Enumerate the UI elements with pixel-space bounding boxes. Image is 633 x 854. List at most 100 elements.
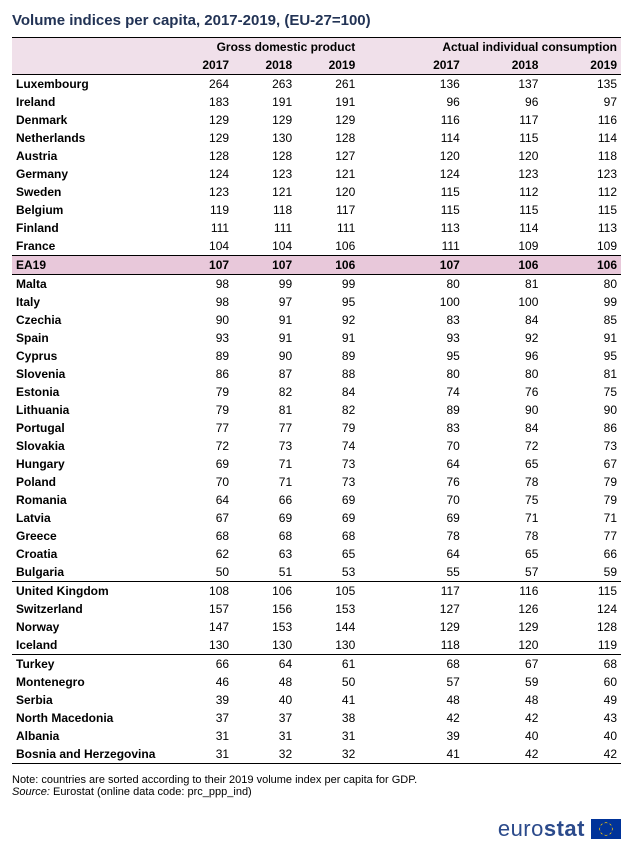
table-note: Note: countries are sorted according to … [12, 774, 621, 786]
aic-cell: 111 [385, 237, 464, 256]
year-gdp-2018: 2018 [233, 56, 296, 75]
year-aic-2018: 2018 [464, 56, 543, 75]
country-cell: Belgium [12, 201, 170, 219]
gdp-cell: 32 [296, 745, 359, 764]
aic-cell: 42 [542, 745, 621, 764]
aic-cell: 74 [385, 383, 464, 401]
country-cell: Romania [12, 491, 170, 509]
aic-cell: 40 [542, 727, 621, 745]
aic-cell: 120 [385, 147, 464, 165]
gdp-cell: 123 [233, 165, 296, 183]
gdp-cell: 263 [233, 75, 296, 94]
header-spacer [359, 38, 385, 57]
spacer-cell [359, 219, 385, 237]
gdp-cell: 82 [296, 401, 359, 419]
aic-cell: 90 [542, 401, 621, 419]
aic-cell: 109 [464, 237, 543, 256]
table-row: North Macedonia373738424243 [12, 709, 621, 727]
spacer-cell [359, 691, 385, 709]
aic-cell: 48 [385, 691, 464, 709]
gdp-cell: 107 [233, 256, 296, 275]
year-spacer [359, 56, 385, 75]
country-cell: Bulgaria [12, 563, 170, 582]
gdp-cell: 88 [296, 365, 359, 383]
gdp-cell: 91 [233, 329, 296, 347]
table-row: Italy98979510010099 [12, 293, 621, 311]
gdp-cell: 261 [296, 75, 359, 94]
spacer-cell [359, 636, 385, 655]
table-row: Turkey666461686768 [12, 655, 621, 674]
aic-cell: 118 [542, 147, 621, 165]
gdp-cell: 50 [170, 563, 233, 582]
spacer-cell [359, 165, 385, 183]
table-row: Finland111111111113114113 [12, 219, 621, 237]
aic-cell: 97 [542, 93, 621, 111]
header-gdp: Gross domestic product [170, 38, 359, 57]
spacer-cell [359, 256, 385, 275]
gdp-cell: 37 [170, 709, 233, 727]
aic-cell: 129 [385, 618, 464, 636]
aic-cell: 81 [464, 275, 543, 294]
aic-cell: 106 [542, 256, 621, 275]
table-row: Cyprus899089959695 [12, 347, 621, 365]
gdp-cell: 123 [170, 183, 233, 201]
spacer-cell [359, 93, 385, 111]
gdp-cell: 129 [170, 111, 233, 129]
aic-cell: 42 [385, 709, 464, 727]
aic-cell: 84 [464, 419, 543, 437]
aic-cell: 70 [385, 491, 464, 509]
gdp-cell: 69 [296, 509, 359, 527]
aic-cell: 67 [464, 655, 543, 674]
aic-cell: 59 [464, 673, 543, 691]
gdp-cell: 61 [296, 655, 359, 674]
spacer-cell [359, 527, 385, 545]
country-cell: Switzerland [12, 600, 170, 618]
spacer-cell [359, 455, 385, 473]
aic-cell: 116 [385, 111, 464, 129]
aic-cell: 93 [385, 329, 464, 347]
aic-cell: 115 [385, 183, 464, 201]
table-row: Spain939191939291 [12, 329, 621, 347]
gdp-cell: 37 [233, 709, 296, 727]
gdp-cell: 63 [233, 545, 296, 563]
table-row: France104104106111109109 [12, 237, 621, 256]
year-aic-2017: 2017 [385, 56, 464, 75]
aic-cell: 116 [542, 111, 621, 129]
country-cell: Germany [12, 165, 170, 183]
gdp-cell: 99 [296, 275, 359, 294]
gdp-cell: 118 [233, 201, 296, 219]
aic-cell: 68 [385, 655, 464, 674]
aic-cell: 92 [464, 329, 543, 347]
aic-cell: 90 [464, 401, 543, 419]
gdp-cell: 107 [170, 256, 233, 275]
gdp-cell: 84 [296, 383, 359, 401]
gdp-cell: 64 [170, 491, 233, 509]
aic-cell: 65 [464, 545, 543, 563]
spacer-cell [359, 473, 385, 491]
spacer-cell [359, 311, 385, 329]
gdp-cell: 130 [170, 636, 233, 655]
country-cell: Iceland [12, 636, 170, 655]
aic-cell: 115 [464, 129, 543, 147]
gdp-cell: 108 [170, 582, 233, 601]
country-cell: Albania [12, 727, 170, 745]
table-row: Hungary697173646567 [12, 455, 621, 473]
year-aic-2019: 2019 [542, 56, 621, 75]
gdp-cell: 111 [170, 219, 233, 237]
country-cell: Italy [12, 293, 170, 311]
source-label: Source: [12, 786, 50, 798]
country-cell: Estonia [12, 383, 170, 401]
aic-cell: 124 [542, 600, 621, 618]
country-cell: Denmark [12, 111, 170, 129]
aic-cell: 76 [464, 383, 543, 401]
gdp-cell: 73 [296, 473, 359, 491]
gdp-cell: 104 [170, 237, 233, 256]
gdp-cell: 48 [233, 673, 296, 691]
table-source: Source: Eurostat (online data code: prc_… [12, 786, 621, 798]
country-cell: Czechia [12, 311, 170, 329]
aic-cell: 57 [464, 563, 543, 582]
gdp-cell: 128 [233, 147, 296, 165]
table-row: Germany124123121124123123 [12, 165, 621, 183]
country-cell: Hungary [12, 455, 170, 473]
aic-cell: 120 [464, 147, 543, 165]
